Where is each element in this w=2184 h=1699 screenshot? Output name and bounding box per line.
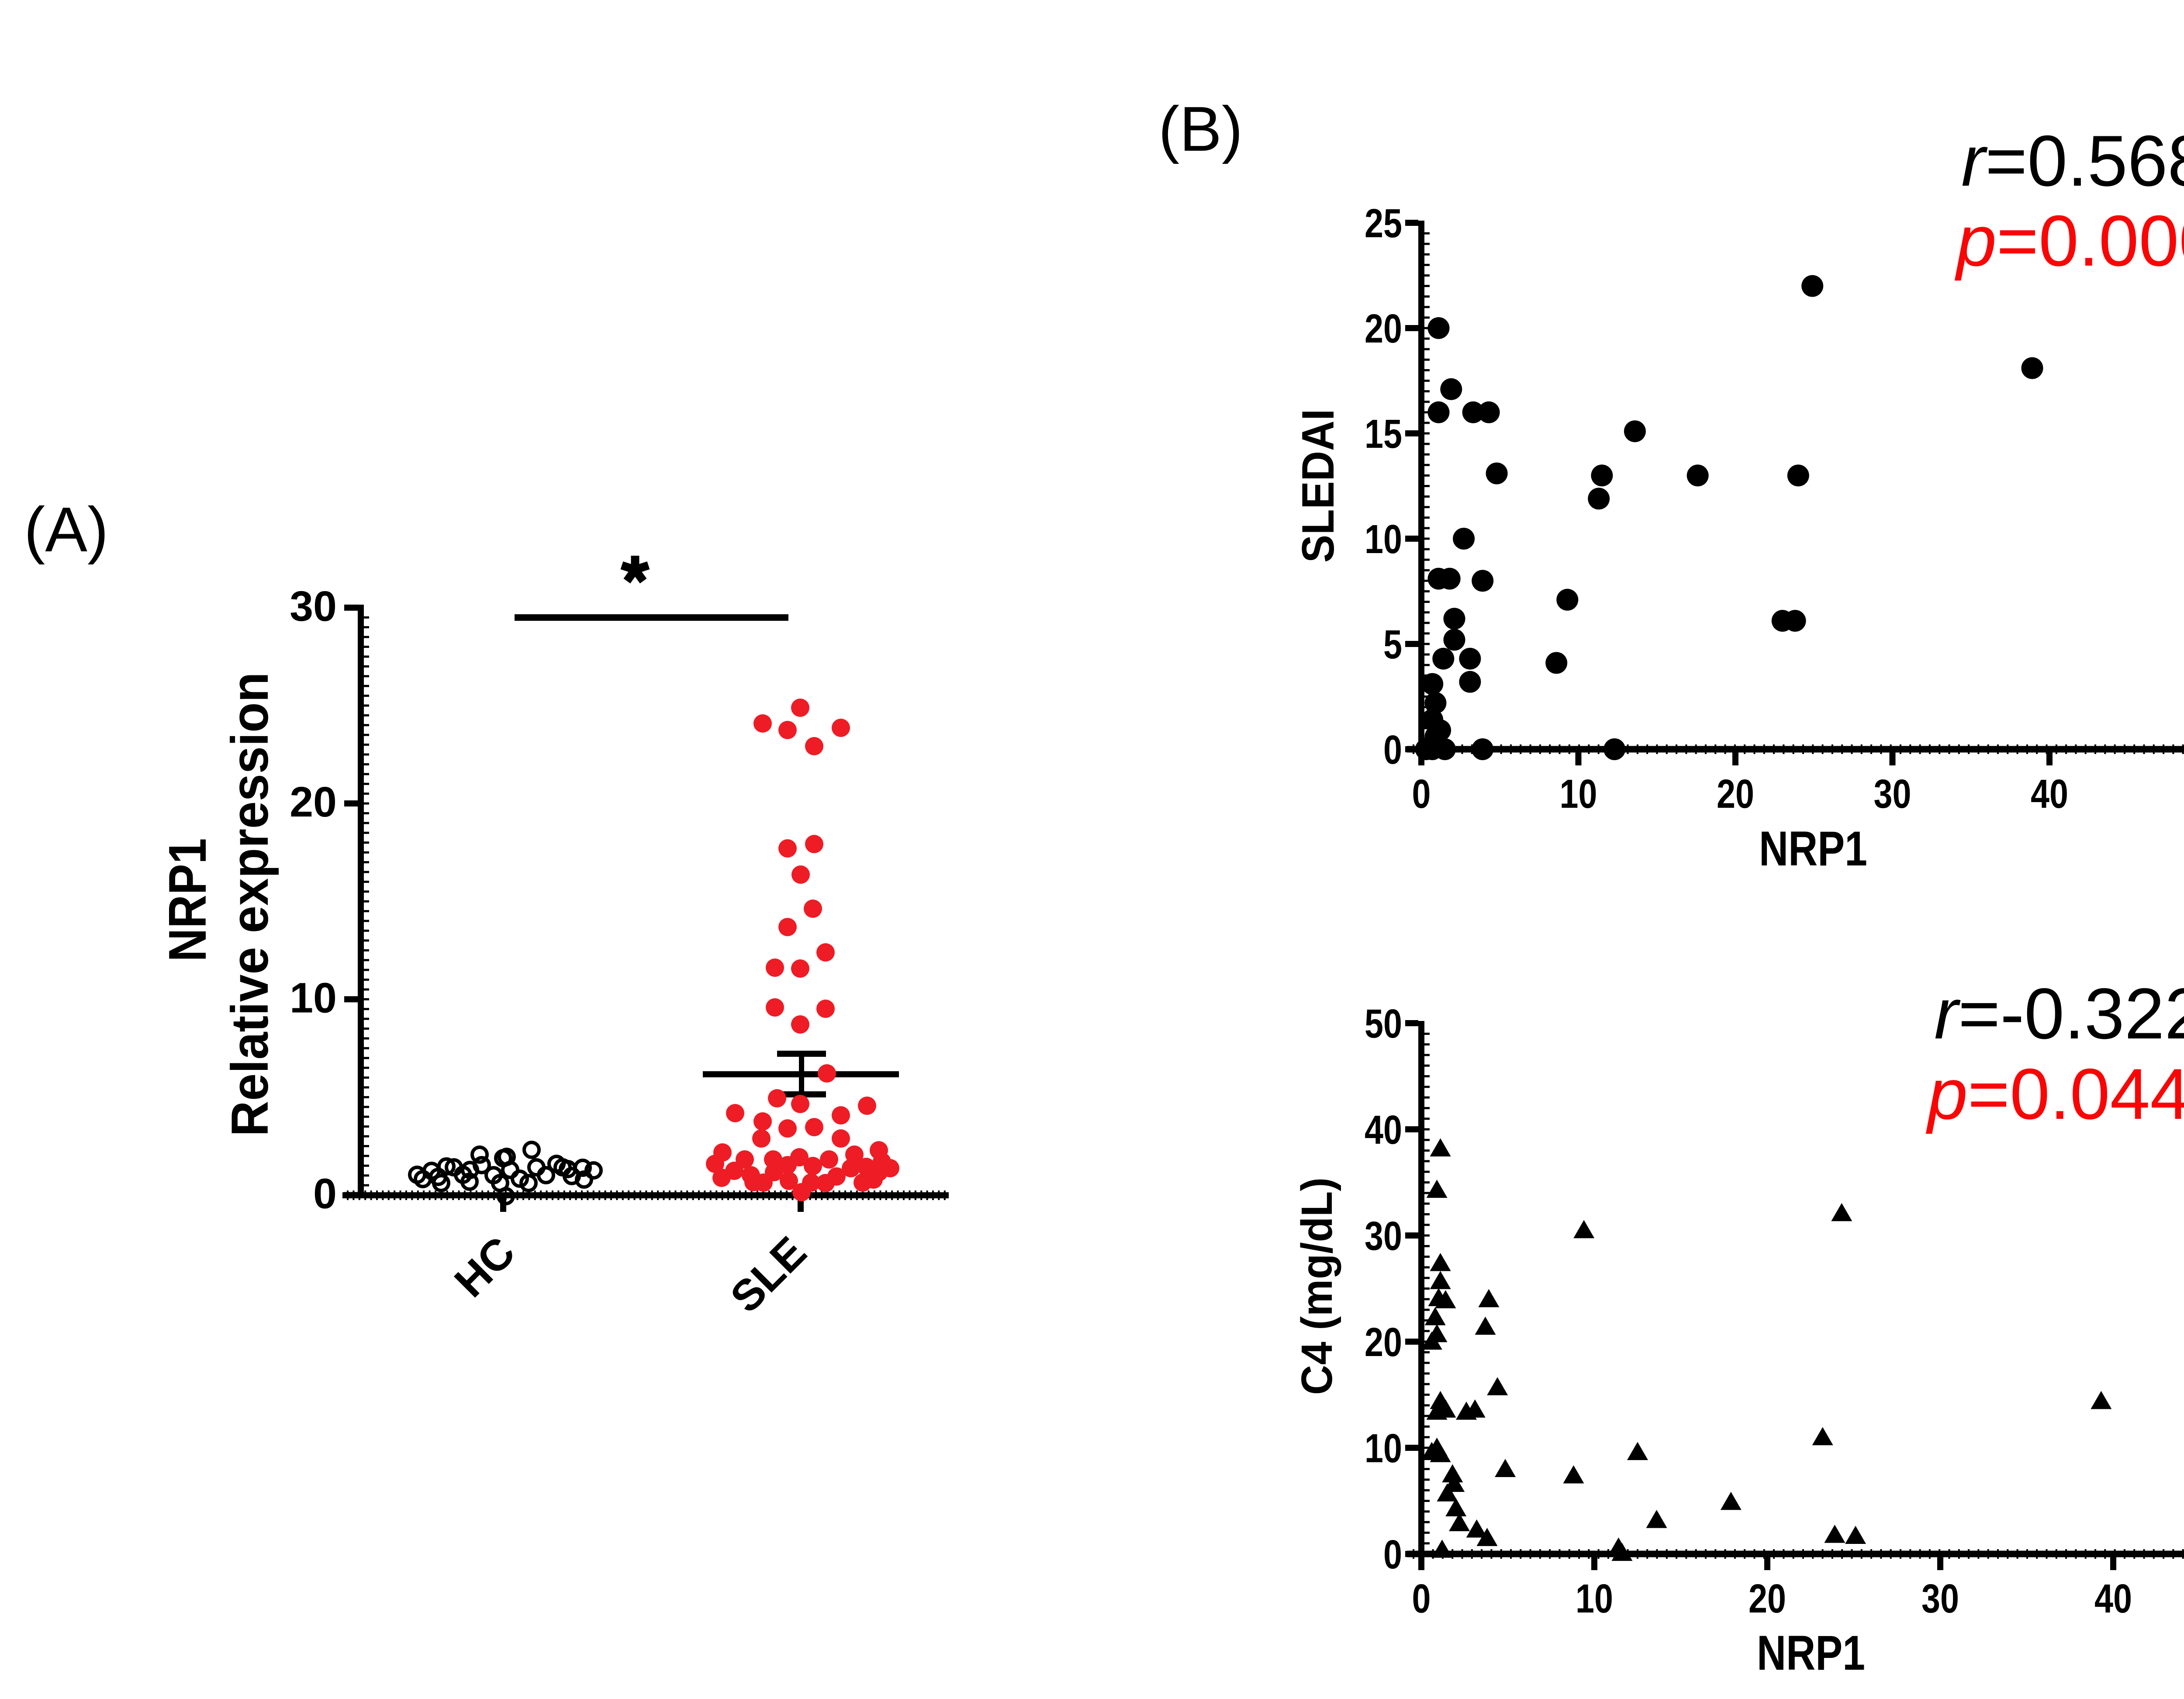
svg-text:5: 5: [1383, 622, 1402, 667]
svg-text:0: 0: [1383, 727, 1402, 772]
svg-text:(A): (A): [24, 494, 108, 565]
svg-text:NRP1: NRP1: [1757, 1626, 1865, 1680]
svg-text:20: 20: [1365, 306, 1402, 351]
svg-text:40: 40: [2094, 1576, 2132, 1621]
svg-text:Relative expression: Relative expression: [221, 672, 279, 1137]
svg-text:10: 10: [1560, 771, 1597, 817]
svg-text:r=0.5680: r=0.5680: [1961, 121, 2184, 201]
svg-text:25: 25: [1365, 201, 1402, 246]
svg-text:0: 0: [1412, 771, 1431, 817]
svg-text:10: 10: [1365, 1426, 1402, 1471]
svg-text:30: 30: [1921, 1576, 1959, 1621]
svg-text:SLEDAI: SLEDAI: [1293, 409, 1344, 563]
svg-text:0: 0: [313, 1170, 337, 1218]
svg-text:0: 0: [1412, 1576, 1431, 1621]
svg-text:40: 40: [1365, 1107, 1402, 1152]
svg-text:30: 30: [1365, 1213, 1402, 1259]
svg-text:15: 15: [1365, 411, 1402, 457]
svg-text:40: 40: [2031, 771, 2068, 817]
svg-text:10: 10: [290, 974, 337, 1021]
svg-text:NRP1: NRP1: [1759, 821, 1867, 876]
svg-text:30: 30: [290, 582, 337, 630]
svg-text:20: 20: [290, 778, 337, 826]
svg-text:(B): (B): [1158, 93, 1243, 164]
svg-text:r=-0.3229: r=-0.3229: [1934, 973, 2184, 1054]
svg-text:20: 20: [1717, 771, 1754, 817]
svg-text:p=0.0001: p=0.0001: [1954, 201, 2184, 281]
svg-text:C4 (mg/dL): C4 (mg/dL): [1292, 1177, 1341, 1395]
svg-text:30: 30: [1874, 771, 1911, 817]
svg-text:0: 0: [1383, 1532, 1402, 1577]
svg-text:20: 20: [1749, 1576, 1786, 1621]
svg-text:10: 10: [1576, 1576, 1613, 1621]
svg-text:10: 10: [1365, 516, 1402, 562]
svg-text:50: 50: [1365, 1001, 1402, 1046]
svg-text:p=0.0449: p=0.0449: [1925, 1054, 2184, 1134]
svg-text:NRP1: NRP1: [158, 838, 217, 962]
svg-text:20: 20: [1365, 1319, 1402, 1365]
